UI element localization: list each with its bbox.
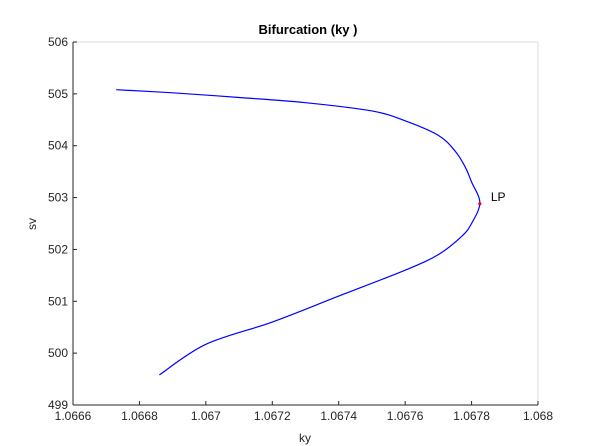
x-tick-label: 1.0672 (254, 409, 291, 423)
x-tick-label: 1.0674 (320, 409, 357, 423)
y-tick-label: 505 (48, 87, 68, 101)
series-line (116, 89, 481, 376)
y-tick-label: 503 (48, 191, 68, 205)
marker-layer: LP (478, 190, 506, 206)
x-tick-label: 1.068 (523, 409, 553, 423)
plot-area: LP (72, 41, 539, 406)
x-tick-label: 1.0676 (387, 409, 424, 423)
x-axis-label: ky (299, 431, 311, 445)
x-tick-label: 1.067 (191, 409, 221, 423)
y-tick-label: 506 (48, 35, 68, 49)
x-tick-label: 1.0668 (121, 409, 158, 423)
chart-title: Bifurcation (ky ) (259, 22, 358, 37)
y-tick-label: 500 (48, 346, 68, 360)
y-axis-ticks: 499 500 501 502 503 504 505 506 (48, 35, 77, 412)
axes-box (73, 42, 538, 405)
y-axis-label: sv (25, 218, 39, 230)
y-tick-label: 501 (48, 294, 68, 308)
limit-point-marker (478, 202, 482, 206)
x-tick-label: 1.0678 (453, 409, 490, 423)
y-tick-label: 504 (48, 139, 68, 153)
limit-point-label: LP (491, 190, 506, 204)
series-layer (116, 89, 481, 376)
x-tick-label: 1.0666 (55, 409, 92, 423)
y-tick-label: 502 (48, 242, 68, 256)
x-axis-ticks: 1.0666 1.0668 1.067 1.0672 1.0674 1.0676 1.067… (55, 401, 553, 423)
y-tick-label: 499 (48, 398, 68, 412)
